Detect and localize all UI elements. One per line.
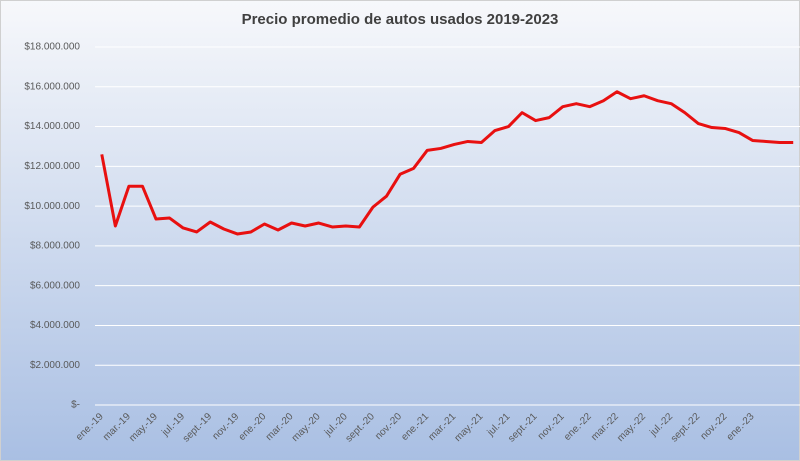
data-line [100, 90, 794, 236]
y-tick-label: $10.000.000 [24, 201, 80, 212]
y-tick-label: $8.000.000 [30, 241, 80, 252]
y-tick-label: $16.000.000 [24, 81, 80, 92]
chart-title: Precio promedio de autos usados 2019-202… [242, 11, 559, 28]
y-tick-label: $- [71, 400, 80, 411]
y-tick-label: $12.000.000 [24, 161, 80, 172]
y-tick-label: $18.000.000 [24, 42, 80, 53]
y-tick-label: $4.000.000 [30, 320, 80, 331]
y-tick-label: $14.000.000 [24, 121, 80, 132]
y-tick-label: $2.000.000 [30, 360, 80, 371]
y-tick-label: $6.000.000 [30, 280, 80, 291]
